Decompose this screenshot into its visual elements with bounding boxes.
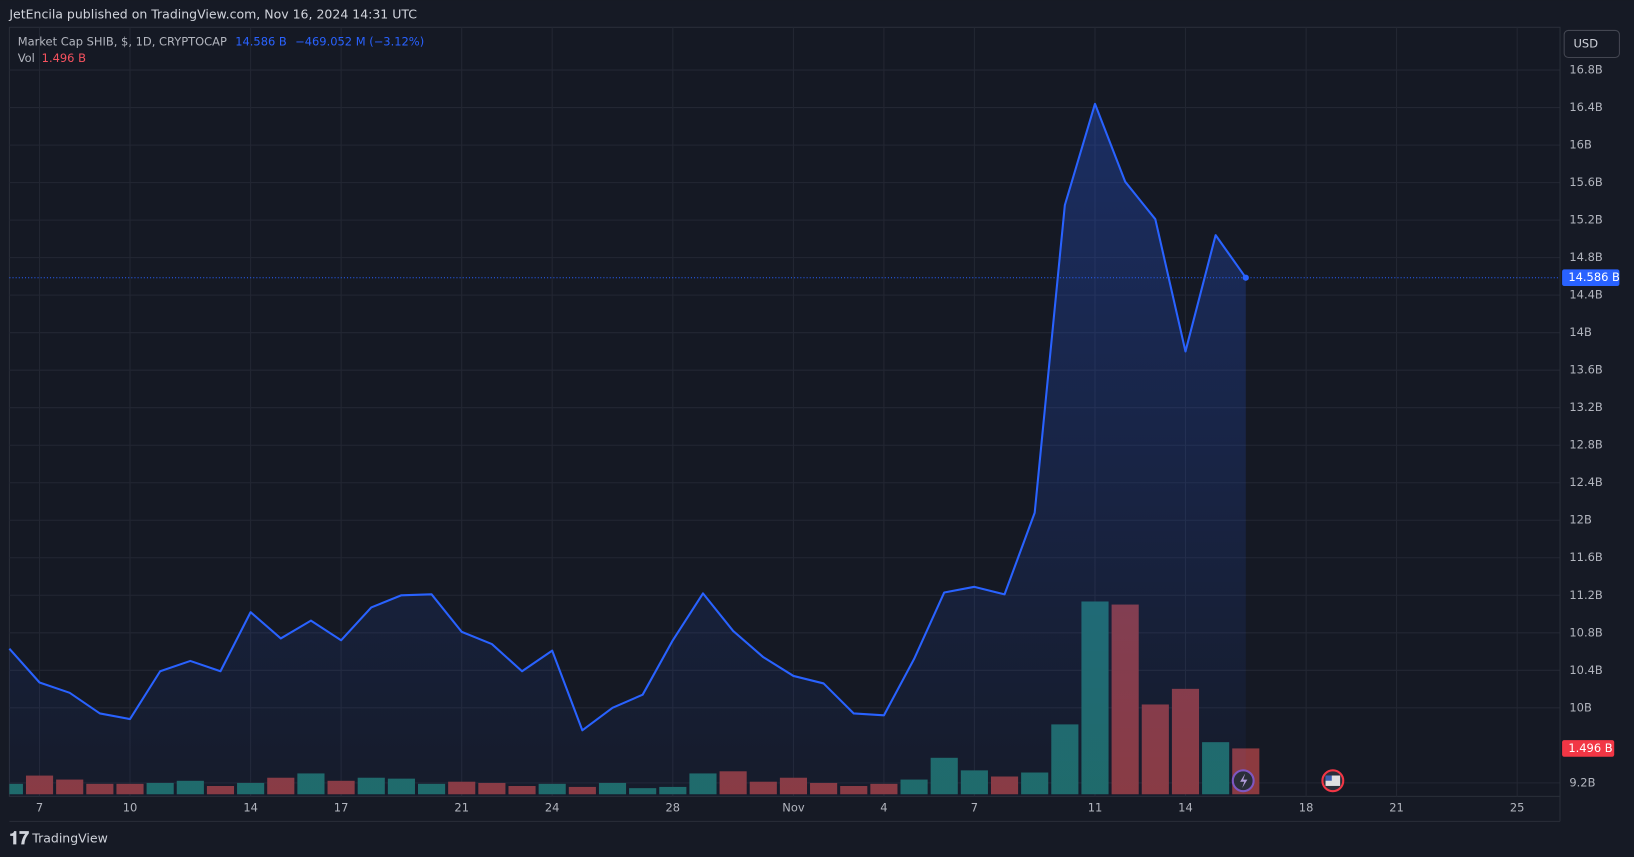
x-tick-label: 4 [880,800,887,814]
brand: TradingView [31,831,108,846]
x-tick-label: 18 [1299,800,1314,814]
y-tick-label: 14.8B [1569,250,1603,264]
volume-tag [1562,740,1615,757]
y-tick-label: 14.4B [1569,288,1603,302]
x-tick-label: 21 [454,800,469,814]
y-tick-label: 16B [1569,138,1592,152]
volume-name: Vol [18,51,35,65]
y-tick-label: 9.2B [1569,775,1595,789]
y-tick-label: 16.8B [1569,63,1603,77]
x-tick-label: 25 [1510,800,1525,814]
y-tick-label: 11.6B [1569,550,1603,564]
last-price-tag [1562,269,1620,287]
y-tick-label: 10.4B [1569,663,1603,677]
x-tick-label: 10 [123,800,138,814]
x-tick-label: 28 [666,800,681,814]
x-tick-label: 11 [1088,800,1103,814]
volume-tag-label: 1.496 B [1568,741,1612,755]
y-tick-label: 12B [1569,513,1592,527]
y-tick-label: 15.6B [1569,175,1603,189]
chart-title: Market Cap SHIB, $, 1D, CRYPTOCAP [18,34,227,48]
x-tick-label: 24 [545,800,560,814]
line [8,102,1247,732]
y-tick-label: 13.2B [1569,400,1603,414]
volume-value: 1.496 B [42,51,86,65]
y-tick-label: 10B [1569,700,1592,714]
y-tick-label: 12.8B [1569,438,1603,452]
last-point [1242,274,1249,281]
y-tick-label: 12.4B [1569,475,1603,489]
y-tick-label: 14B [1569,325,1592,339]
y-tick-label: 10.8B [1569,625,1603,639]
x-tick-label: 17 [334,800,349,814]
x-tick-label: 7 [36,800,43,814]
x-tick-label: 14 [243,800,258,814]
currency-button[interactable] [1563,29,1620,59]
area [9,103,1246,797]
publisher: JetEncila published on TradingView.com, … [8,6,417,21]
y-tick-label: 15.2B [1569,213,1603,227]
last-value: 14.586 B [235,34,287,48]
currency[interactable]: USD [1574,36,1599,50]
change: −469.052 M (−3.12%) [295,34,424,48]
y-tick-label: 11.2B [1569,588,1603,602]
y-tick-label: 13.6B [1569,363,1603,377]
x-tick-label: 21 [1389,800,1404,814]
logo: 𝟏𝟕 [9,829,29,849]
y-tick-label: 16.4B [1569,100,1603,114]
x-tick-label: 14 [1178,800,1193,814]
event-icons [1231,769,1345,793]
last-price-label: 14.586 B [1568,270,1620,284]
x-tick-label: Nov [782,800,805,814]
x-tick-label: 7 [971,800,978,814]
